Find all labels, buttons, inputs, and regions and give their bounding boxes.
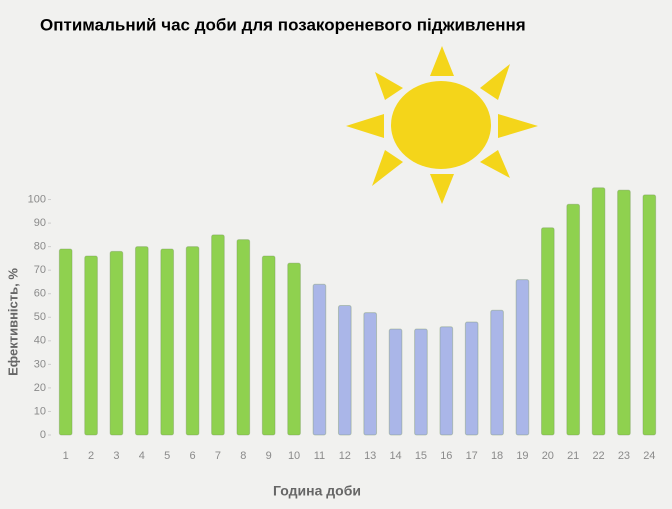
x-tick-label: 23 (618, 450, 630, 462)
bar (642, 194, 657, 436)
y-tick-label: 10 (34, 405, 46, 417)
x-tick-label: 2 (88, 450, 94, 462)
bar (515, 279, 530, 436)
y-tick-label: 100 (28, 193, 46, 205)
y-tick-label: 30 (34, 358, 46, 370)
x-tick-label: 6 (190, 450, 196, 462)
x-tick-label: 18 (491, 450, 503, 462)
bar (185, 246, 200, 436)
x-tick-label: 20 (542, 450, 554, 462)
bar (414, 328, 428, 436)
y-tick-label: 40 (34, 335, 46, 347)
x-tick-label: 7 (215, 450, 221, 462)
x-tick-label: 21 (567, 450, 579, 462)
x-tick-label: 3 (113, 450, 119, 462)
x-tick-label: 4 (139, 450, 145, 462)
bar (134, 246, 149, 436)
bar (439, 326, 454, 436)
y-tick-label: 20 (34, 382, 46, 394)
x-tick-label: 11 (314, 450, 325, 462)
bar (160, 248, 175, 436)
sun (346, 46, 538, 204)
bar (84, 255, 98, 436)
bar (211, 234, 225, 436)
bar (490, 309, 504, 436)
x-tick-label: 1 (63, 450, 69, 462)
y-tick-label: 90 (34, 217, 46, 229)
x-tick-label: 19 (516, 450, 528, 462)
y-tick-label: 50 (34, 311, 46, 323)
bar (540, 227, 555, 436)
x-tick-label: 9 (266, 450, 272, 462)
x-tick-label: 24 (643, 450, 655, 462)
bar (363, 312, 378, 436)
x-tick-label: 12 (339, 450, 351, 462)
x-axis-label: Година доби (273, 483, 361, 499)
bar (388, 328, 403, 436)
bar (337, 305, 352, 436)
bar (617, 189, 631, 436)
x-tick-label: 14 (389, 450, 401, 462)
x-tick-label: 5 (164, 450, 170, 462)
bar (236, 239, 251, 436)
y-tick-label: 60 (34, 288, 46, 300)
bar (591, 187, 606, 436)
y-axis-label: Ефективність, % (5, 268, 20, 376)
y-tick-label: 0 (40, 429, 46, 441)
y-tick-label: 70 (34, 264, 46, 276)
x-tick-label: 15 (415, 450, 427, 462)
bar (464, 321, 479, 436)
bar (109, 250, 124, 436)
x-tick-label: 13 (364, 450, 376, 462)
x-tick-label: 8 (240, 450, 246, 462)
bar (312, 283, 327, 436)
y-tick-label: 80 (34, 241, 46, 253)
bar (287, 262, 301, 436)
bar (58, 248, 73, 436)
x-tick-label: 10 (288, 450, 300, 462)
bar (261, 255, 276, 436)
x-tick-label: 17 (466, 450, 478, 462)
x-tick-label: 16 (440, 450, 452, 462)
x-tick-label: 22 (592, 450, 604, 462)
chart-title: Оптимальний час доби для позакореневого … (40, 15, 526, 34)
bar (566, 203, 581, 436)
